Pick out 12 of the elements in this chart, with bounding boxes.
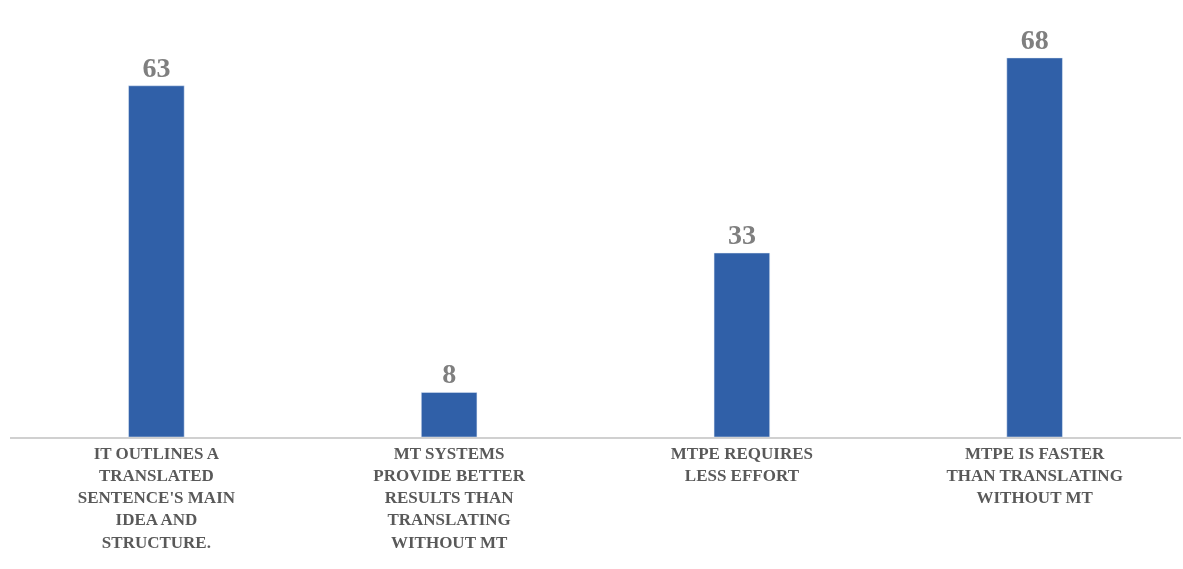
- x-tick-label: MT SYSTEMS PROVIDE BETTER RESULTS THAN TRANSLATING WITHOUT MT: [373, 444, 526, 552]
- data-label: 63: [142, 51, 171, 83]
- x-tick-label: MTPE REQUIRES LESS EFFORT: [670, 444, 813, 486]
- x-tick-label: IT OUTLINES A TRANSLATED SENTENCE'S MAIN IDEA AND STRUCTURE.: [77, 444, 236, 552]
- x-tick-label: MTPE IS FASTER THAN TRANSLATING WITHOUT MT: [946, 444, 1123, 508]
- data-label: 68: [1020, 23, 1049, 55]
- bar: [1006, 57, 1063, 437]
- data-label: 8: [442, 358, 457, 390]
- bar: [128, 85, 185, 437]
- bar: [713, 252, 770, 437]
- data-label: 33: [727, 219, 756, 251]
- bar: [421, 392, 478, 437]
